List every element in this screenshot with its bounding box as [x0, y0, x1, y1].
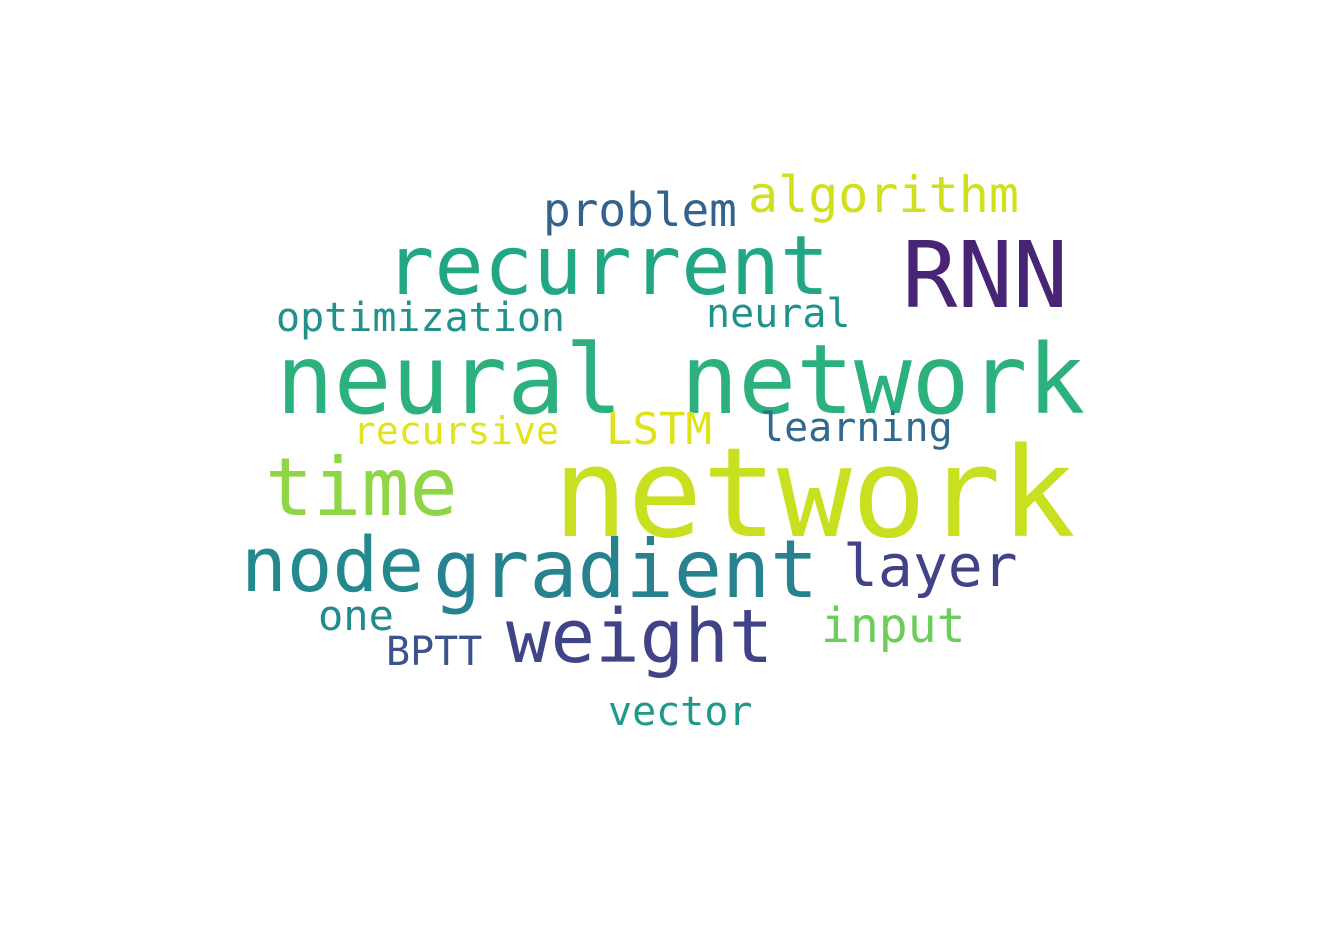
word-recursive: recursive	[353, 409, 559, 453]
word-learning: learning	[760, 405, 953, 451]
word-weight: weight	[506, 594, 774, 680]
word-optimization: optimization	[276, 295, 565, 341]
word-neural: neural	[706, 291, 851, 337]
word-rnn: RNN	[902, 222, 1069, 329]
word-vector: vector	[608, 689, 753, 735]
word-time: time	[265, 441, 458, 534]
word-layer: layer	[843, 532, 1018, 600]
word-algorithm: algorithm	[748, 166, 1019, 224]
word-one: one	[318, 591, 394, 640]
word-input: input	[821, 598, 966, 654]
word-lstm: LSTM	[606, 404, 712, 455]
word-neural-network: neural network	[276, 324, 1086, 436]
word-problem: problem	[543, 183, 737, 237]
word-bptt: BPTT	[386, 629, 483, 675]
word-node: node	[241, 520, 425, 609]
word-gradient: gradient	[433, 523, 819, 616]
word-recurrent: recurrent	[385, 219, 830, 314]
word-network: network	[553, 422, 1076, 566]
